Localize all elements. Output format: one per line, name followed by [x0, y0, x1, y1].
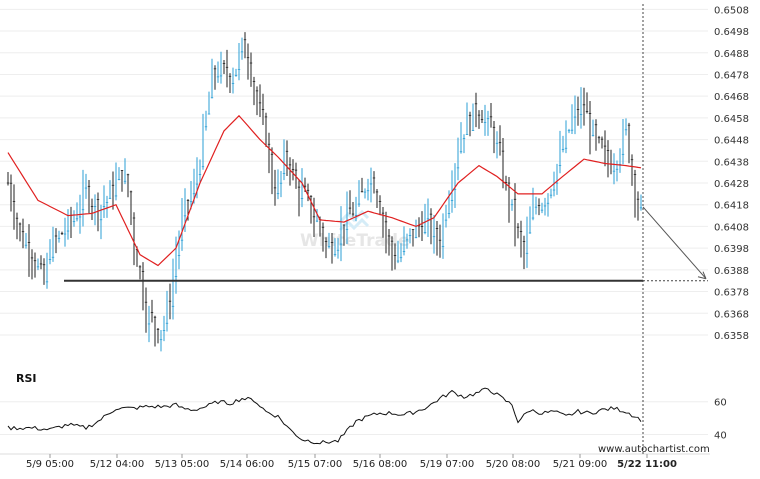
rsi-title: RSI [16, 372, 37, 385]
price-tick-label: 0.6448 [714, 136, 749, 147]
time-axis: 5/9 05:00 5/12 04:00 5/13 05:00 5/14 06:00 5… [0, 453, 710, 470]
moving-average-line [7, 114, 642, 267]
price-tick-label: 0.6388 [714, 266, 749, 277]
watermark-logo: WhiteTrade [300, 209, 410, 251]
price-tick-label: 0.6358 [714, 331, 749, 342]
time-tick-label: 5/9 05:00 [26, 459, 74, 470]
watermark-text: WhiteTrade [300, 231, 410, 251]
price-tick-label: 0.6418 [714, 201, 749, 212]
watermark-icon [338, 209, 370, 232]
time-tick-label: 5/14 06:00 [220, 459, 274, 470]
time-tick-label: 5/13 05:00 [155, 459, 209, 470]
price-tick-label: 0.6458 [714, 114, 749, 125]
time-tick-label: 5/16 08:00 [353, 459, 407, 470]
time-tick-label: 5/20 08:00 [486, 459, 540, 470]
price-tick-label: 0.6438 [714, 157, 749, 168]
projection-arrowhead [697, 271, 707, 280]
ma-series [7, 114, 642, 267]
price-tick-label: 0.6468 [714, 92, 749, 103]
price-tick-label: 0.6508 [714, 5, 749, 16]
price-candles [6, 32, 643, 352]
price-tick-label: 0.6378 [714, 288, 749, 299]
rsi-tick-label: 60 [714, 398, 727, 409]
time-tick-label: 5/12 04:00 [90, 459, 144, 470]
rsi-tick-label: 40 [714, 431, 727, 442]
price-tick-label: 0.6408 [714, 222, 749, 233]
time-tick-label: 5/19 07:00 [420, 459, 474, 470]
current-time-label: 5/22 11:00 [617, 459, 677, 470]
price-tick-label: 0.6488 [714, 49, 749, 60]
rsi-panel: 60 40 RSI [0, 372, 727, 445]
projection-arrow [642, 206, 707, 280]
site-watermark: www.autochartist.com [598, 444, 710, 455]
time-tick-label: 5/21 09:00 [553, 459, 607, 470]
rsi-series [7, 387, 642, 445]
support-level [64, 206, 708, 282]
price-tick-label: 0.6428 [714, 179, 749, 190]
gridlines [0, 8, 708, 336]
price-tick-label: 0.6498 [714, 27, 749, 38]
price-tick-label: 0.6368 [714, 309, 749, 320]
price-axis: 0.6508 0.6498 0.6488 0.6478 0.6468 0.6458 0.64… [714, 5, 749, 342]
time-tick-label: 5/15 07:00 [288, 459, 342, 470]
price-tick-label: 0.6398 [714, 244, 749, 255]
price-tick-label: 0.6478 [714, 70, 749, 81]
